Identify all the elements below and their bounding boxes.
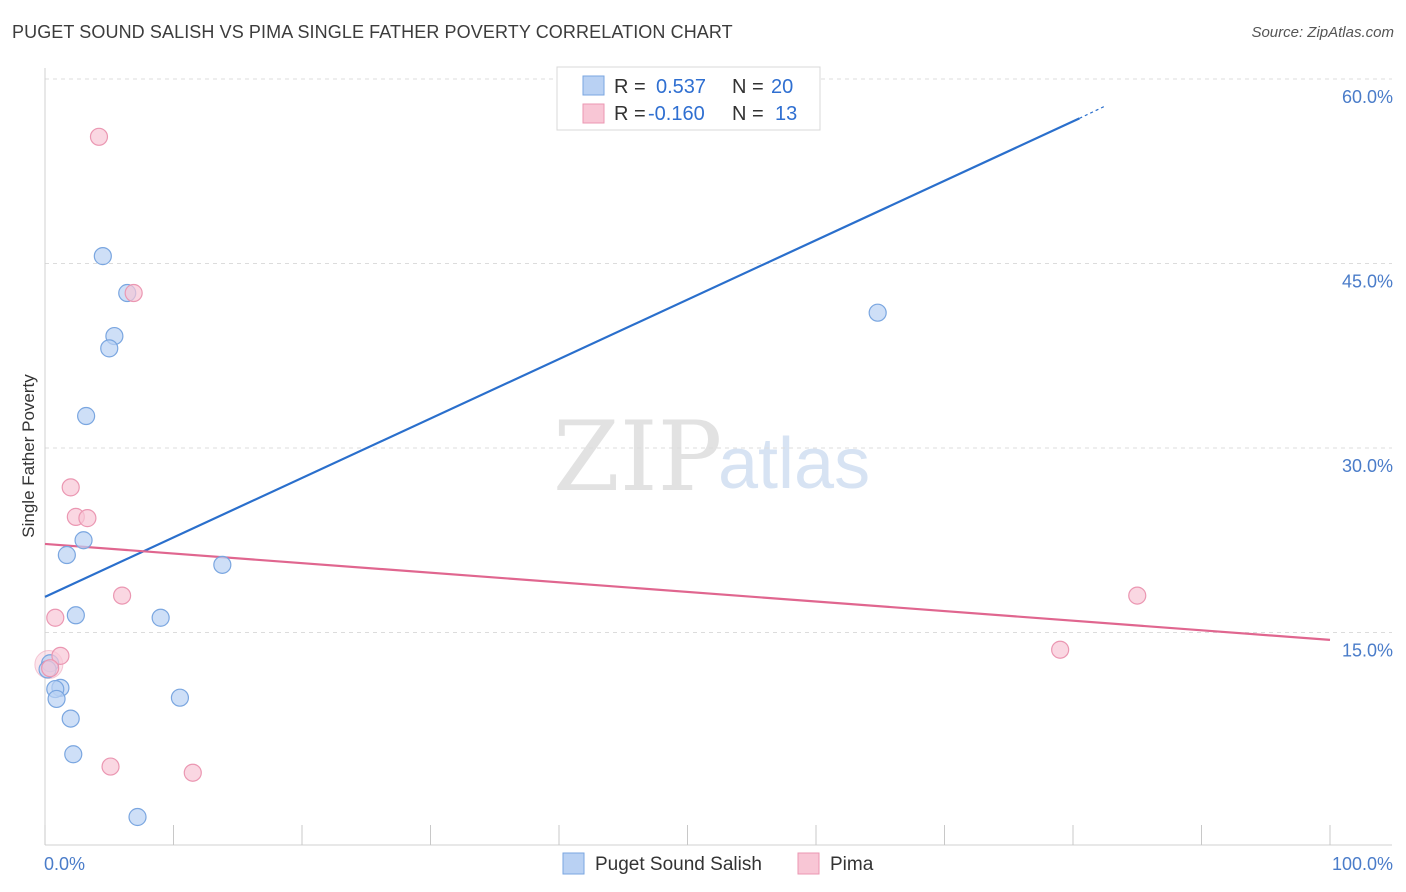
point-puget-18: [868, 303, 887, 322]
data-points: [34, 127, 1147, 827]
legend-r-label-pima: R =: [614, 103, 646, 125]
legend-swatch-pima: [582, 103, 605, 124]
source-credit: Source: ZipAtlas.com: [1251, 24, 1394, 41]
x-tick-label-0: 0.0%: [44, 854, 85, 874]
legend-n-value-pima: 13: [775, 103, 797, 125]
point-pima-0: [89, 127, 109, 146]
legend-r-value-pima: -0.160: [648, 103, 705, 125]
bottom-legend-label-pima: Pima: [830, 854, 874, 875]
point-pima-5: [112, 586, 132, 605]
point-pima-2: [61, 478, 80, 497]
point-puget-5: [74, 531, 93, 550]
y-tick-label-1: 30.0%: [1342, 456, 1393, 476]
stats-legend: R = 0.537 N = 20 R = -0.160 N = 13: [556, 66, 821, 131]
legend-r-label-puget: R =: [614, 76, 646, 98]
point-pima-8: [41, 659, 60, 678]
point-puget-8: [66, 606, 85, 625]
chart-title: PUGET SOUND SALISH VS PIMA SINGLE FATHER…: [12, 22, 733, 42]
bottom-legend-swatch-pima: [797, 852, 820, 875]
point-pima-4: [78, 509, 97, 528]
point-puget-17: [128, 807, 147, 827]
point-pima-12: [1051, 640, 1070, 659]
x-tick-label-1: 100.0%: [1332, 854, 1393, 874]
point-pima-1: [124, 283, 143, 303]
legend-n-label-pima: N =: [732, 103, 764, 125]
point-puget-0: [93, 247, 112, 266]
point-puget-13: [47, 689, 66, 709]
bottom-legend-swatch-puget: [562, 852, 585, 875]
axes: [44, 68, 1392, 846]
trend-line-puget: [44, 117, 1080, 598]
y-axis-title: Single Father Poverty: [19, 374, 38, 538]
point-puget-7: [213, 555, 232, 574]
watermark-zip: ZIP: [553, 401, 722, 513]
point-puget-3: [100, 339, 119, 358]
legend-swatch-puget: [582, 75, 605, 96]
gridlines: [45, 78, 1392, 633]
tick-labels: 15.0% 30.0% 45.0% 60.0% 0.0% 100.0%: [44, 87, 1393, 874]
point-puget-4: [77, 406, 96, 426]
legend-r-value-puget: 0.537: [656, 76, 706, 98]
legend-n-label-puget: N =: [732, 76, 764, 98]
point-puget-9: [151, 608, 170, 627]
point-pima-7: [51, 646, 70, 665]
trend-line-puget-extension: [1079, 105, 1106, 119]
y-tick-label-3: 60.0%: [1342, 87, 1393, 107]
point-pima-10: [183, 763, 202, 782]
legend-n-value-puget: 20: [771, 76, 793, 98]
point-pima-11: [1128, 586, 1147, 605]
point-puget-15: [61, 709, 80, 728]
point-pima-9: [101, 757, 120, 776]
y-tick-label-0: 15.0%: [1342, 641, 1393, 661]
point-pima-6: [46, 608, 65, 627]
series-legend: Puget Sound Salish Pima: [562, 852, 874, 875]
point-puget-16: [64, 745, 83, 764]
watermark-atlas: atlas: [718, 424, 870, 504]
bottom-legend-label-puget: Puget Sound Salish: [595, 854, 762, 875]
point-puget-14: [170, 688, 190, 707]
point-puget-6: [57, 545, 76, 565]
trend-lines: [44, 105, 1331, 641]
trend-line-pima: [44, 542, 1331, 641]
y-tick-label-2: 45.0%: [1342, 272, 1393, 292]
